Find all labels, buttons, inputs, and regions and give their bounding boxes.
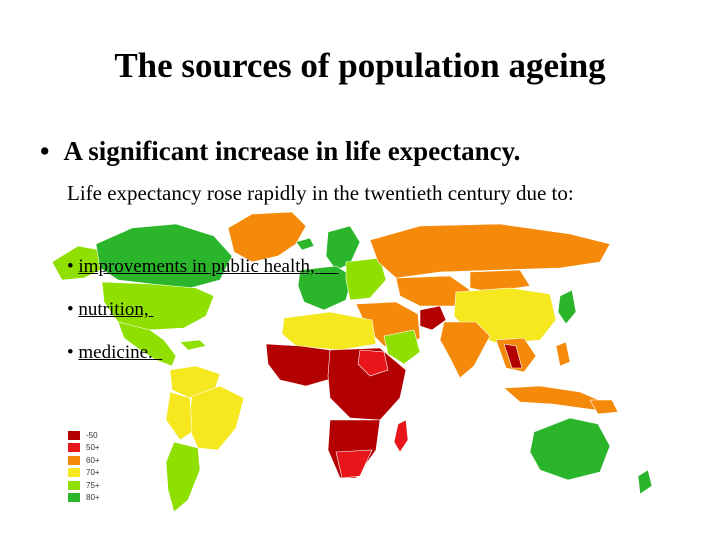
main-bullet: • A significant increase in life expectan…: [40, 136, 520, 167]
map-japan: [557, 289, 577, 325]
map-brazil: [187, 385, 245, 451]
legend-item: 80+: [68, 492, 100, 504]
map-peru: [165, 391, 193, 441]
map-legend: -50 50+ 60+ 70+ 75+ 80+: [68, 429, 100, 504]
map-usa: [101, 281, 215, 331]
sub-bullet-medicine: • medicine.: [67, 342, 153, 363]
map-madagascar: [393, 419, 409, 453]
sub-bullet-nutrition: • nutrition,: [67, 299, 149, 320]
sub-bullet-public-health: • improvements in public health,: [67, 256, 315, 277]
legend-swatch: [68, 455, 80, 465]
map-west-africa: [265, 343, 335, 387]
sub-bullet-medicine-text: medicine.: [78, 342, 153, 363]
legend-swatch: [68, 468, 80, 477]
sub-bullet-public-health-text: improvements in public health,: [78, 256, 315, 277]
intro-text: Life expectancy rose rapidly in the twen…: [67, 181, 574, 205]
map-afghanistan: [419, 305, 447, 331]
map-north-africa: [281, 311, 377, 351]
bullet-dot: •: [40, 136, 50, 166]
legend-label: 75+: [86, 480, 100, 490]
map-myanmar: [503, 343, 523, 369]
legend-label: 60+: [86, 455, 100, 465]
map-south-africa-red: [335, 449, 373, 479]
legend-item: 75+: [68, 479, 100, 491]
map-greenland: [227, 211, 307, 263]
legend-swatch: [68, 443, 80, 452]
map-eastern-europe: [345, 257, 387, 301]
legend-label: 70+: [86, 468, 100, 477]
map-russia: [369, 223, 611, 279]
legend-item: 50+: [68, 442, 100, 454]
map-philippines: [555, 341, 571, 367]
map-argentina: [165, 441, 201, 513]
legend-item: -50: [68, 429, 100, 441]
legend-swatch: [68, 480, 80, 490]
map-indonesia: [503, 385, 609, 411]
legend-swatch: [68, 493, 80, 502]
map-east-africa-red: [357, 349, 389, 377]
map-canada: [95, 223, 233, 289]
slide-title: The sources of population ageing: [114, 46, 606, 85]
main-bullet-text: A significant increase in life expectanc…: [63, 136, 521, 166]
map-india: [439, 321, 491, 379]
map-caribbean: [179, 339, 207, 351]
legend-label: -50: [86, 430, 98, 440]
map-australia: [529, 417, 611, 481]
legend-item: 60+: [68, 454, 100, 466]
legend-swatch: [68, 430, 80, 440]
sub-bullet-nutrition-text: nutrition,: [78, 299, 149, 320]
map-arabia: [383, 329, 421, 365]
map-papua: [589, 399, 619, 415]
map-western-europe: [297, 265, 353, 311]
map-iceland: [295, 237, 315, 251]
legend-label: 80+: [86, 493, 100, 502]
legend-item: 70+: [68, 467, 100, 479]
map-mexico: [117, 321, 177, 367]
legend-label: 50+: [86, 443, 100, 452]
map-new-zealand: [637, 469, 653, 495]
